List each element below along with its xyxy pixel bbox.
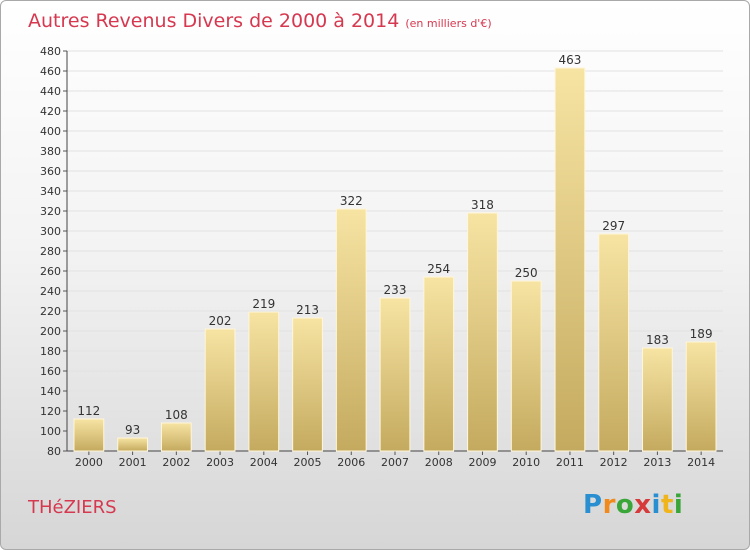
data-label: 254	[427, 262, 450, 276]
data-label: 108	[165, 408, 188, 422]
bars	[73, 67, 717, 452]
x-tick-label: 2007	[381, 456, 409, 469]
bar-2001	[117, 437, 148, 452]
data-label: 202	[209, 314, 232, 328]
x-tick-label: 2014	[687, 456, 715, 469]
data-label: 183	[646, 333, 669, 347]
y-tick-label: 440	[40, 85, 61, 98]
data-label: 189	[690, 327, 713, 341]
y-tick-label: 380	[40, 145, 61, 158]
y-tick-label: 140	[40, 385, 61, 398]
data-labels: 112 93 108 202 219 213 322 233 254 318 250 463 297 18…	[77, 53, 712, 437]
town-name: THéZIERS	[28, 497, 117, 518]
x-tick-label: 2001	[119, 456, 147, 469]
x-tick-label: 2000	[75, 456, 103, 469]
logo-letter: P	[583, 490, 603, 520]
x-tick-label: 2004	[250, 456, 278, 469]
y-tick-label: 320	[40, 205, 61, 218]
y-tick-label: 340	[40, 185, 61, 198]
logo-letter: r	[602, 490, 616, 520]
bar-2002	[160, 422, 192, 452]
y-tick-label: 100	[40, 425, 61, 438]
logo-letter: x	[634, 490, 652, 520]
data-label: 213	[296, 303, 319, 317]
data-label: 250	[515, 266, 538, 280]
data-label: 233	[384, 283, 407, 297]
y-tick-label: 480	[40, 45, 61, 58]
proxiti-logo[interactable]: Proxiti	[583, 490, 683, 520]
bar-2014	[685, 341, 717, 452]
x-tick-label: 2002	[162, 456, 190, 469]
y-tick-label: 300	[40, 225, 61, 238]
chart-title-text: Autres Revenus Divers de 2000 à 2014	[28, 10, 400, 32]
y-tick-label: 200	[40, 325, 61, 338]
x-tick-label: 2010	[512, 456, 540, 469]
x-tick-label: 2008	[425, 456, 453, 469]
bar-2008	[423, 276, 455, 452]
y-tick-label: 240	[40, 285, 61, 298]
y-tick-label: 260	[40, 265, 61, 278]
bar-2011	[554, 67, 586, 452]
x-tick-label: 2003	[206, 456, 234, 469]
data-label: 219	[252, 297, 275, 311]
logo-letter: o	[615, 490, 635, 520]
bar-2010	[510, 280, 542, 452]
data-label: 112	[77, 404, 100, 418]
logo-letter: i	[651, 490, 661, 520]
data-label: 463	[558, 53, 581, 67]
x-tick-label: 2013	[643, 456, 671, 469]
data-label: 93	[125, 423, 140, 437]
y-tick-label: 360	[40, 165, 61, 178]
bar-2003	[204, 328, 236, 452]
chart-title-unit: (en milliers d'€)	[405, 17, 492, 30]
data-label: 322	[340, 194, 363, 208]
y-tick-label: 420	[40, 105, 61, 118]
x-tick-label: 2012	[600, 456, 628, 469]
y-tick-label: 280	[40, 245, 61, 258]
y-tick-label: 80	[47, 445, 61, 458]
y-tick-label: 160	[40, 365, 61, 378]
x-tick-label: 2005	[294, 456, 322, 469]
bar-2000	[73, 418, 105, 452]
chart-title: Autres Revenus Divers de 2000 à 2014 (en …	[28, 10, 492, 32]
x-tick-label: 2009	[468, 456, 496, 469]
logo-letter: t	[660, 490, 674, 520]
bar-2004	[248, 311, 280, 452]
bar-2012	[598, 233, 630, 452]
y-tick-label: 400	[40, 125, 61, 138]
bar-2013	[642, 347, 673, 452]
bar-2007	[379, 297, 411, 452]
data-label: 318	[471, 198, 494, 212]
y-tick-label: 180	[40, 345, 61, 358]
y-tick-label: 220	[40, 305, 61, 318]
axes: 80 100 120 140 160 180 200 220 240 260 280 300 320 34…	[40, 45, 723, 469]
bar-2005	[292, 317, 323, 452]
y-tick-label: 120	[40, 405, 61, 418]
x-tick-label: 2011	[556, 456, 584, 469]
bar-2006	[335, 208, 367, 452]
bar-2009	[467, 212, 498, 452]
y-tick-label: 460	[40, 65, 61, 78]
x-tick-label: 2006	[337, 456, 365, 469]
logo-letter: i	[673, 490, 684, 520]
data-label: 297	[602, 219, 625, 233]
